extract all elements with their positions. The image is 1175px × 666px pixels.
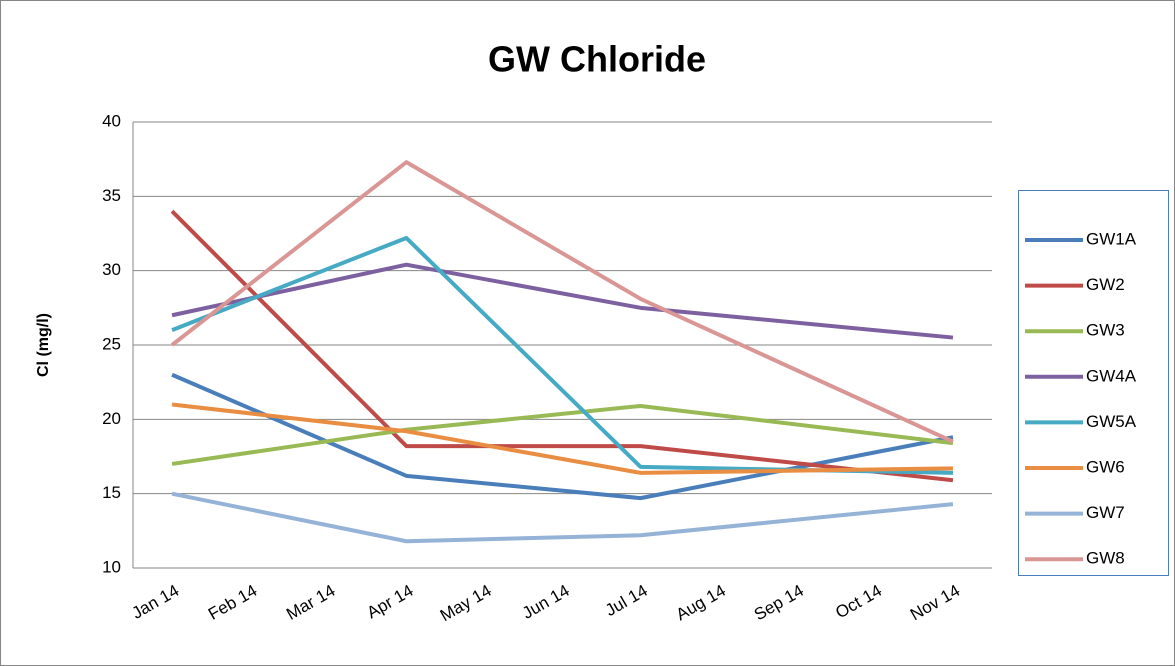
y-tick-label: 20 [102, 409, 121, 428]
legend-label: GW8 [1086, 549, 1125, 568]
series-line [171, 491, 954, 544]
legend-label: GW6 [1086, 457, 1125, 476]
y-tick-label: 30 [102, 260, 121, 279]
series-line [171, 403, 954, 466]
legend-label: GW2 [1086, 275, 1125, 294]
series-line [170, 160, 954, 444]
series-line [171, 372, 954, 501]
legend-label: GW7 [1086, 503, 1125, 522]
legend-label: GW5A [1086, 412, 1137, 431]
y-tick-label: 35 [102, 186, 121, 205]
y-axis-label: Cl (mg/l) [35, 313, 52, 377]
legend-box [1018, 190, 1169, 576]
legend-label: GW1A [1086, 229, 1137, 248]
chart-title: GW Chloride [488, 39, 706, 80]
y-tick-label: 40 [102, 111, 121, 130]
series-line [170, 209, 954, 483]
y-tick-label: 10 [102, 557, 121, 576]
series-line [171, 262, 954, 340]
y-tick-label: 15 [102, 483, 121, 502]
y-tick-label: 25 [102, 334, 121, 353]
legend-label: GW4A [1086, 366, 1137, 385]
series-line [171, 402, 953, 475]
legend-label: GW3 [1086, 321, 1125, 340]
